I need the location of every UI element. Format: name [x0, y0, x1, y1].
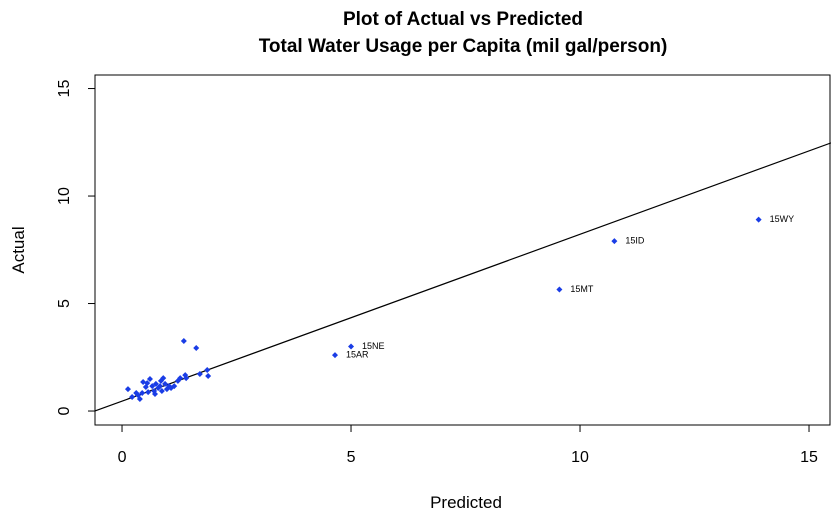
point [144, 380, 151, 387]
point [151, 391, 158, 398]
point [129, 394, 136, 401]
point [139, 389, 146, 396]
point [755, 216, 762, 223]
x-tick-label: 15 [800, 449, 818, 466]
point [124, 386, 131, 393]
point [158, 388, 165, 395]
point [152, 380, 159, 387]
point [140, 379, 147, 386]
y-tick-label: 10 [56, 187, 73, 205]
point [204, 366, 211, 373]
x-axis-title: Predicted [430, 493, 502, 512]
plot-frame [94, 74, 831, 426]
y-axis-title: Actual [9, 226, 28, 273]
y-tick-label: 15 [56, 80, 73, 98]
point [611, 238, 618, 245]
point [157, 377, 164, 384]
point [348, 343, 355, 350]
point-label: 15ID [625, 236, 645, 246]
x-tick-label: 10 [571, 449, 589, 466]
chart-title: Plot of Actual vs Predicted [343, 9, 583, 30]
x-tick-label: 5 [347, 449, 356, 466]
point-label: 15MT [570, 284, 594, 294]
point [177, 375, 184, 382]
x-tick-label: 0 [118, 449, 127, 466]
point [162, 380, 169, 387]
point-label: 15WY [770, 214, 795, 224]
point [145, 389, 152, 396]
point [205, 372, 212, 379]
point [157, 383, 164, 390]
point [136, 395, 143, 402]
point [183, 375, 190, 382]
point [193, 345, 200, 352]
point [331, 352, 338, 359]
point [146, 375, 153, 382]
point [196, 371, 203, 378]
y-tick-label: 5 [56, 299, 73, 308]
point [556, 286, 563, 293]
point [180, 337, 187, 344]
y-tick-label: 0 [56, 406, 73, 415]
point-label: 15NE [362, 341, 385, 351]
point [133, 389, 140, 396]
point [171, 383, 178, 390]
chart-title: Total Water Usage per Capita (mil gal/pe… [259, 36, 668, 57]
reference-line [94, 142, 831, 412]
point-label: 15AR [346, 350, 369, 360]
